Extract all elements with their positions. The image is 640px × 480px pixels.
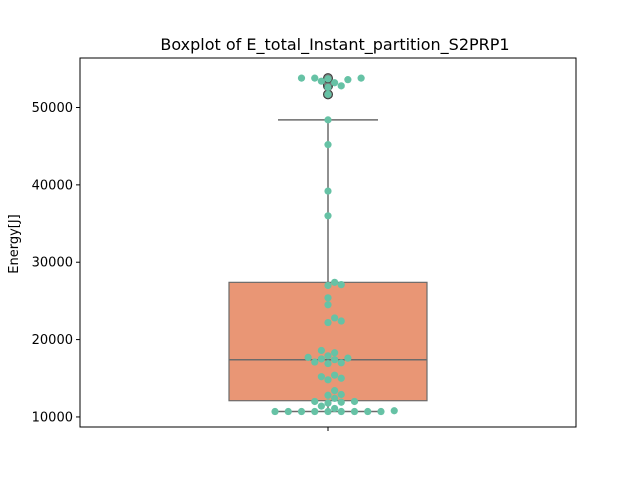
- data-point: [324, 281, 332, 290]
- data-point: [324, 90, 332, 98]
- data-point: [350, 407, 359, 416]
- data-point: [297, 407, 306, 416]
- data-point: [324, 212, 332, 220]
- y-tick-label: 20000: [32, 333, 73, 348]
- data-point: [337, 359, 345, 367]
- data-point: [324, 391, 332, 399]
- data-point: [297, 74, 306, 82]
- data-point: [337, 407, 345, 416]
- data-point: [331, 387, 339, 395]
- data-point: [317, 355, 325, 363]
- data-point: [311, 74, 319, 82]
- y-tick-label: 30000: [32, 256, 73, 271]
- data-point: [284, 407, 292, 416]
- data-point: [311, 407, 319, 416]
- data-point: [344, 76, 352, 84]
- data-point: [337, 374, 345, 382]
- data-point: [324, 301, 332, 309]
- data-point: [331, 394, 339, 402]
- data-point: [317, 373, 325, 381]
- data-point: [324, 187, 332, 195]
- data-point: [324, 359, 332, 368]
- data-point: [337, 82, 345, 90]
- data-point: [377, 407, 385, 416]
- data-point: [331, 79, 339, 87]
- data-point: [304, 353, 312, 361]
- data-point: [331, 349, 339, 357]
- data-point: [324, 376, 332, 384]
- data-point: [324, 407, 332, 416]
- y-tick-label: 50000: [32, 101, 73, 116]
- data-point: [317, 346, 325, 355]
- data-point: [271, 407, 279, 416]
- y-axis: 10000 20000 30000 40000 50000: [32, 101, 80, 425]
- data-point: [364, 407, 372, 416]
- data-point: [337, 317, 345, 325]
- data-point: [324, 318, 332, 327]
- data-point: [344, 354, 352, 362]
- data-point: [331, 371, 339, 379]
- data-point: [390, 407, 398, 415]
- y-tick-label: 10000: [32, 410, 73, 425]
- plot-content: [228, 73, 428, 416]
- data-point: [331, 314, 339, 322]
- y-tick-label: 40000: [32, 178, 73, 193]
- y-axis-label: Energy[J]: [7, 214, 22, 274]
- data-point: [324, 352, 332, 360]
- data-point: [317, 77, 325, 85]
- data-point: [331, 356, 339, 364]
- data-point: [317, 402, 325, 410]
- data-point: [324, 116, 332, 124]
- data-point: [324, 294, 332, 302]
- data-point: [350, 397, 359, 406]
- data-point: [311, 358, 319, 366]
- data-point: [337, 390, 345, 399]
- plot-frame: [79, 57, 577, 428]
- data-point: [331, 278, 339, 286]
- data-point: [324, 83, 332, 91]
- data-point: [324, 399, 332, 407]
- data-point: [357, 74, 365, 82]
- chart-title: Boxplot of E_total_Instant_partition_S2P…: [160, 35, 509, 55]
- data-point: [324, 75, 332, 83]
- data-point: [337, 281, 345, 289]
- data-point: [337, 398, 345, 406]
- data-point: [331, 404, 339, 413]
- data-point: [324, 141, 332, 149]
- data-point: [311, 397, 319, 406]
